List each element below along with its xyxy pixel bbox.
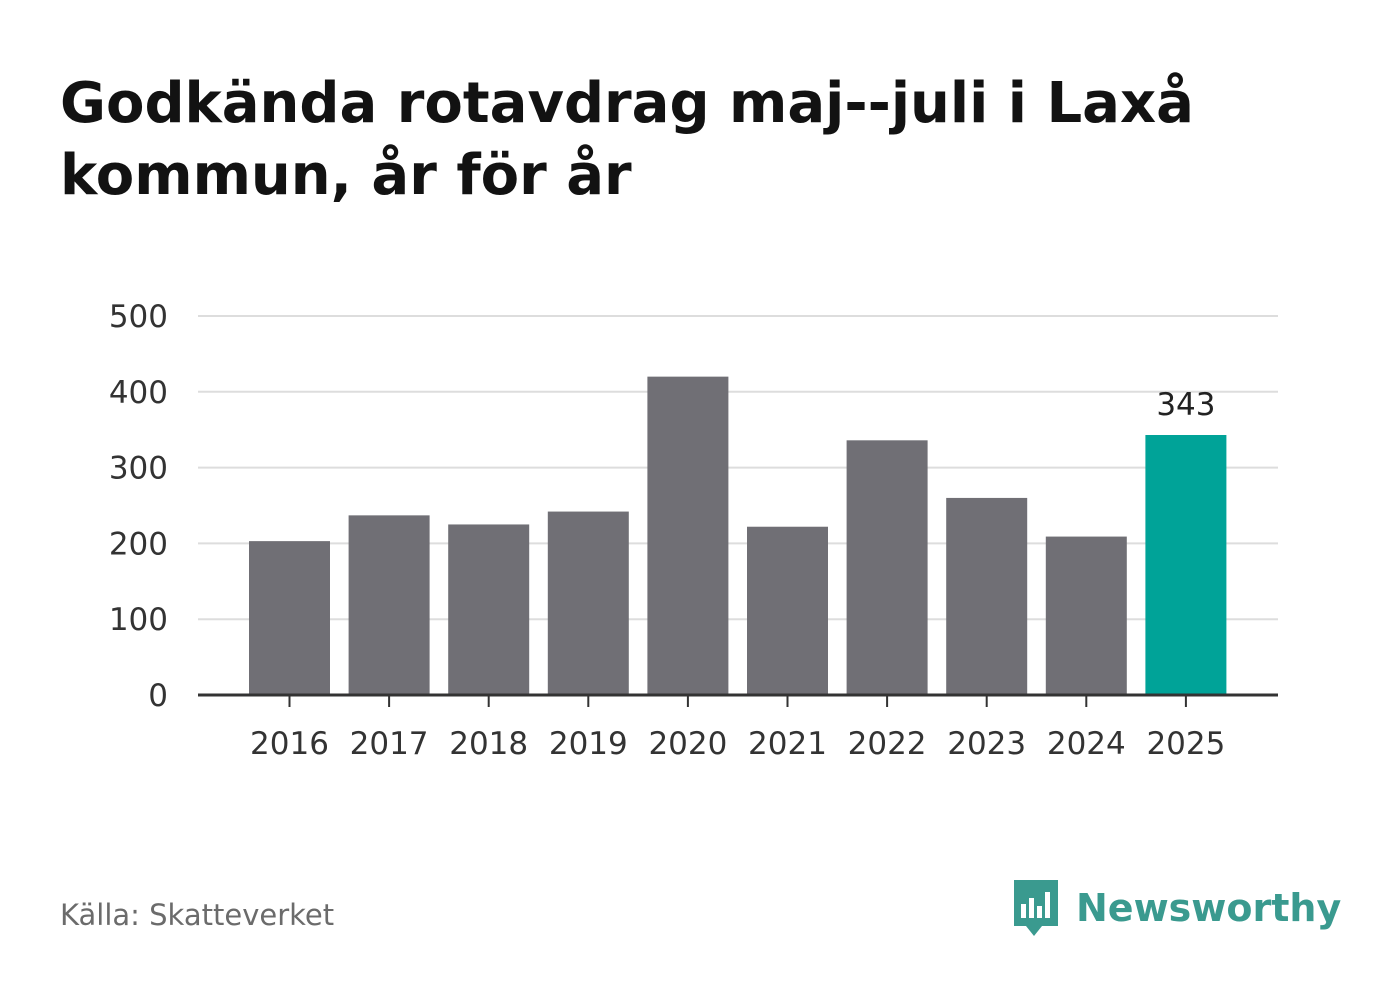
x-tick-label: 2019	[549, 726, 628, 762]
bar-2023	[946, 497, 1028, 695]
data-label: 343	[1156, 387, 1215, 423]
bar-2018	[448, 524, 530, 695]
x-tick-label: 2017	[350, 726, 429, 762]
newsworthy-brand: Newsworthy	[1010, 876, 1341, 940]
y-tick-label: 200	[109, 526, 168, 562]
bar-2025	[1145, 435, 1227, 695]
newsworthy-logo-icon	[1014, 880, 1058, 936]
bar-2020	[647, 376, 729, 695]
x-tick-label: 2023	[947, 726, 1026, 762]
bar-2019	[547, 511, 629, 695]
x-tick-label: 2021	[748, 726, 827, 762]
source-label: Källa: Skatteverket	[60, 898, 335, 932]
chart-title: Godkända rotavdrag maj--juli i Laxå komm…	[60, 71, 1194, 208]
x-tick-label: 2020	[648, 726, 727, 762]
bar-2017	[348, 515, 430, 695]
x-tick-label: 2018	[449, 726, 528, 762]
y-tick-label: 100	[109, 602, 168, 638]
bar-2021	[747, 526, 828, 695]
y-tick-label: 300	[109, 451, 168, 487]
y-tick-label: 400	[109, 375, 168, 411]
bar-2022	[846, 440, 928, 695]
x-tick-label: 2024	[1047, 726, 1126, 762]
bar-2016	[249, 541, 330, 695]
x-tick-label: 2016	[250, 726, 329, 762]
brand-name: Newsworthy	[1076, 886, 1342, 930]
y-tick-label: 0	[148, 678, 168, 714]
y-tick-label: 500	[109, 299, 168, 335]
x-tick-label: 2022	[848, 726, 927, 762]
x-tick-label: 2025	[1146, 726, 1225, 762]
bar-2024	[1045, 536, 1127, 695]
